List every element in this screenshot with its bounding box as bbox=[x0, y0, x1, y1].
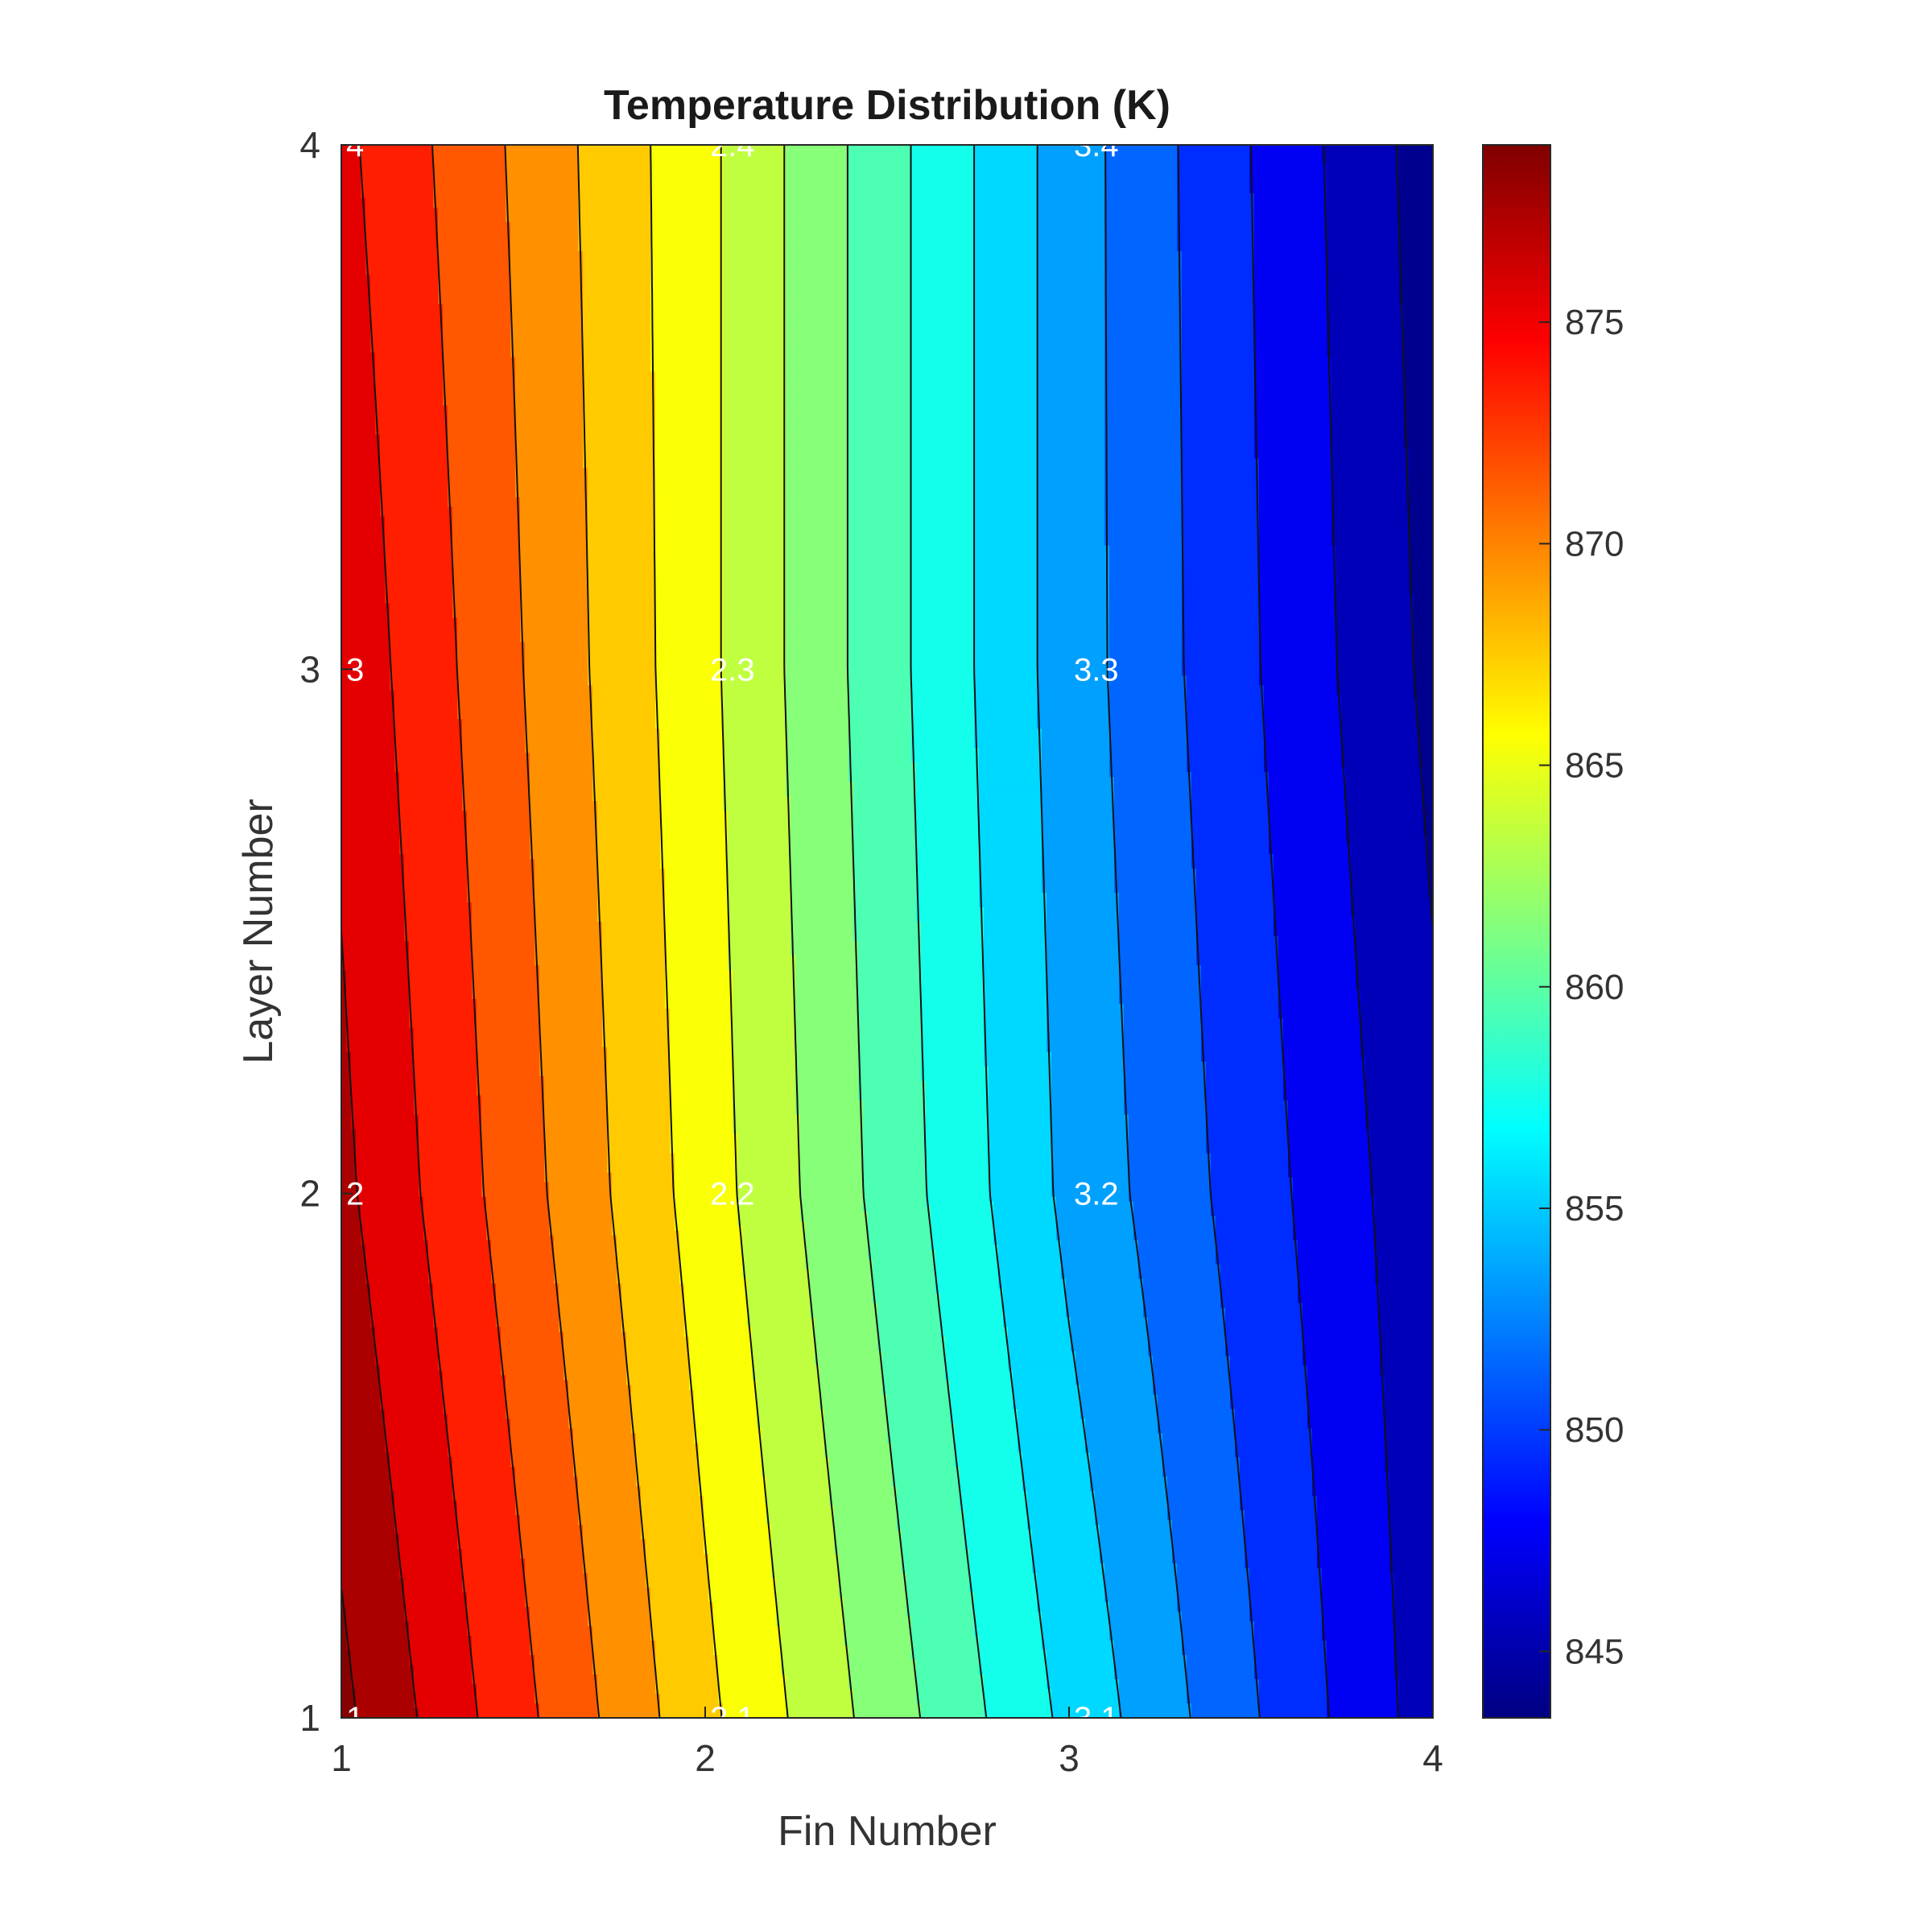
colorbar-tick-label: 850 bbox=[1565, 1410, 1624, 1450]
chart-title: Temperature Distribution (K) bbox=[604, 82, 1170, 129]
y-tick-label: 2 bbox=[299, 1173, 320, 1215]
y-axis-label: Layer Number bbox=[235, 799, 282, 1063]
contour-label: 4. bbox=[1438, 1701, 1464, 1736]
contour-label: 2.2 bbox=[710, 1177, 755, 1212]
x-axis-label: Fin Number bbox=[778, 1808, 997, 1855]
colorbar-tick-label: 865 bbox=[1565, 746, 1624, 786]
x-tick-label: 1 bbox=[331, 1737, 352, 1779]
y-tick-label: 1 bbox=[299, 1697, 320, 1739]
contour-label: 2 bbox=[346, 1177, 364, 1212]
contour-label: 2.3 bbox=[710, 652, 755, 687]
contour-label: 4. bbox=[1438, 1177, 1464, 1212]
colorbar-ticks: 845 850 855 860 865 870 875 bbox=[1539, 303, 1624, 1671]
colorbar-tick-label: 875 bbox=[1565, 303, 1624, 342]
colorbar-tick-label: 860 bbox=[1565, 968, 1624, 1007]
x-tick-label: 4 bbox=[1422, 1737, 1443, 1779]
colorbar-tick-label: 845 bbox=[1565, 1632, 1624, 1671]
colorbar-tick-label: 870 bbox=[1565, 524, 1624, 564]
y-tick-label: 4 bbox=[299, 124, 320, 166]
contour-bands bbox=[341, 145, 1434, 1719]
colorbar-tick-label: 855 bbox=[1565, 1189, 1624, 1228]
contour-label: 3.2 bbox=[1074, 1177, 1119, 1212]
x-tick-label: 3 bbox=[1059, 1737, 1080, 1779]
contour-label: 3.3 bbox=[1074, 652, 1119, 687]
colorbar bbox=[1483, 145, 1550, 1718]
contour-label: 4. bbox=[1438, 128, 1464, 163]
y-tick-label: 3 bbox=[299, 648, 320, 690]
x-tick-label: 2 bbox=[695, 1737, 716, 1779]
contour-label: 4. bbox=[1438, 652, 1464, 687]
